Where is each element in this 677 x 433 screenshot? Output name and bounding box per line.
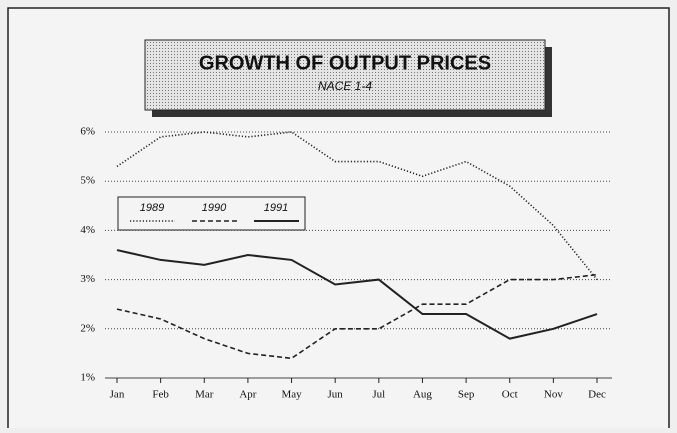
x-tick-label: Nov (544, 389, 563, 401)
x-tick-label: Dec (588, 389, 606, 401)
y-tick-label: 6% (80, 126, 95, 138)
x-tick-label: Jan (110, 389, 125, 401)
series-line (116, 273, 598, 360)
legend-label: 1991 (264, 202, 288, 214)
y-tick-label: 5% (80, 175, 95, 187)
series-line (116, 249, 598, 340)
y-tick-label: 4% (80, 224, 95, 236)
x-tick-label: Jul (372, 389, 385, 401)
x-tick-label: Feb (152, 389, 169, 401)
x-tick-label: Sep (458, 389, 475, 401)
series-line (116, 131, 598, 281)
x-tick-label: Aug (413, 389, 432, 401)
y-tick-label: 3% (80, 273, 95, 285)
x-tick-label: Oct (502, 389, 518, 401)
legend-label: 1990 (202, 202, 227, 214)
legend-label: 1989 (140, 202, 164, 214)
x-tick-label: Apr (239, 389, 256, 401)
x-tick-label: Jun (328, 389, 344, 401)
chart-title: GROWTH OF OUTPUT PRICES (199, 52, 491, 74)
y-tick-label: 2% (80, 322, 95, 334)
chart-subtitle: NACE 1-4 (318, 79, 372, 93)
x-tick-label: May (281, 389, 302, 401)
x-tick-label: Mar (195, 389, 214, 401)
y-tick-label: 1% (80, 372, 95, 384)
title-box (144, 39, 546, 111)
legend (117, 196, 306, 231)
